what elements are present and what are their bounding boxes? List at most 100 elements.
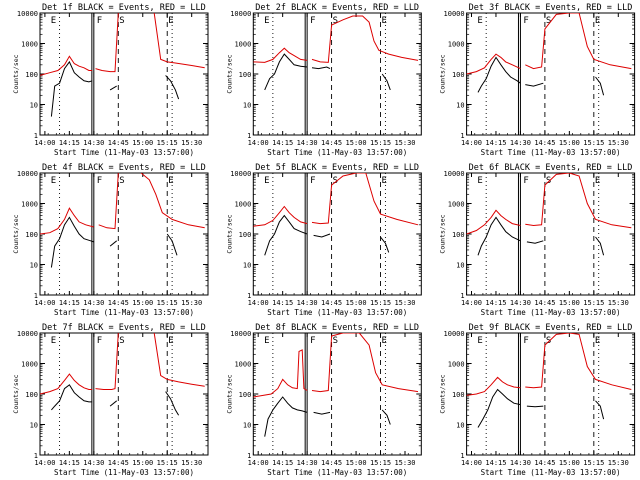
marker-letter: F (97, 336, 102, 346)
x-tick-label: 14:15 (59, 139, 80, 147)
marker-letter: E (382, 16, 387, 26)
y-tick-label: 1000 (448, 361, 465, 369)
x-tick-label: 14:15 (485, 299, 506, 307)
panel-title: Det 5f BLACK = Events, RED = LLD (255, 163, 419, 173)
series-line-lld (311, 15, 419, 63)
x-tick-label: 14:30 (297, 459, 318, 467)
x-tick-label: 15:15 (583, 139, 604, 147)
x-tick-label: 15:00 (559, 139, 580, 147)
x-tick-label: 14:30 (83, 139, 104, 147)
marker-letter: F (97, 176, 102, 186)
plot-frame (39, 332, 209, 456)
panel-det-4: Det 4f BLACK = Events, RED = LLD 1 10 100 10… (12, 163, 209, 317)
series-layer (466, 173, 632, 256)
panel-title: Det 7f BLACK = Events, RED = LLD (42, 323, 206, 333)
x-tick-label: 15:15 (157, 459, 178, 467)
marker-letter: E (477, 336, 482, 346)
y-tick-label: 10000 (444, 170, 465, 178)
panel-title: Det 2f BLACK = Events, RED = LLD (255, 3, 419, 13)
series-line-events (166, 233, 178, 256)
attenuator-markers (485, 173, 600, 295)
y-tick-label: 1 (247, 292, 251, 300)
marker-letter: E (168, 336, 173, 346)
panel-det-5: Det 5f BLACK = Events, RED = LLD 1 10 100 10… (225, 163, 422, 317)
series-line-lld (153, 333, 205, 387)
series-line-lld (95, 13, 119, 73)
marker-letter: F (310, 336, 315, 346)
panel-title: Det 6f BLACK = Events, RED = LLD (469, 163, 633, 173)
series-line-lld (253, 205, 308, 227)
series-line-lld (525, 333, 632, 390)
x-tick-label: 14:30 (83, 459, 104, 467)
marker-letter: S (119, 336, 124, 346)
x-tick-label: 14:30 (510, 139, 531, 147)
series-line-events (50, 60, 93, 117)
x-tick-label: 15:15 (157, 139, 178, 147)
series-line-lld (466, 53, 521, 75)
x-tick-label: 15:30 (608, 459, 629, 467)
series-layer (466, 13, 632, 96)
y-tick-label: 10 (30, 102, 38, 110)
x-tick-label: 14:15 (272, 459, 293, 467)
series-line-events (109, 240, 118, 247)
marker-letter: E (382, 336, 387, 346)
x-tick-label: 14:15 (272, 139, 293, 147)
series-line-events (526, 240, 544, 244)
x-tick-label: 15:15 (370, 299, 391, 307)
x-tick-label: 14:30 (83, 299, 104, 307)
series-line-lld (525, 13, 632, 70)
series-line-events (165, 391, 180, 416)
marker-letter: F (523, 176, 528, 186)
series-layer (40, 333, 205, 416)
marker-letter: E (595, 16, 600, 26)
series-line-events (109, 400, 118, 407)
attenuator-markers (59, 333, 173, 455)
series-line-lld (466, 209, 521, 235)
y-tick-label: 1 (34, 132, 38, 140)
panel-det-2: Det 2f BLACK = Events, RED = LLD 1 10 100 10… (225, 3, 422, 157)
x-tick-label: 14:00 (461, 139, 482, 147)
plot-frame (466, 172, 636, 296)
x-tick-label: 15:15 (157, 299, 178, 307)
marker-letter: E (51, 176, 56, 186)
x-tick-label: 14:30 (510, 299, 531, 307)
x-axis-label: Start Time (11-May-03 13:57:00) (54, 308, 194, 317)
y-tick-label: 10 (243, 262, 251, 270)
attenuator-markers (485, 333, 600, 455)
x-tick-label: 14:15 (485, 459, 506, 467)
y-tick-label: 10000 (444, 330, 465, 338)
y-tick-label: 1000 (21, 201, 38, 209)
x-axis-label: Start Time (11-May-03 13:57:00) (267, 148, 407, 157)
marker-letter: E (477, 16, 482, 26)
x-tick-label: 14:15 (272, 299, 293, 307)
x-tick-label: 15:15 (370, 139, 391, 147)
x-tick-label: 14:00 (461, 299, 482, 307)
y-tick-label: 100 (452, 71, 465, 79)
x-tick-label: 15:00 (559, 299, 580, 307)
marker-letter: F (310, 176, 315, 186)
series-line-lld (253, 349, 308, 398)
x-tick-label: 14:00 (34, 139, 55, 147)
plot-frame (466, 12, 636, 136)
series-line-events (526, 405, 544, 408)
marker-letter: E (51, 336, 56, 346)
plot-frame (252, 172, 422, 296)
panel-det-8: Det 8f BLACK = Events, RED = LLD 1 10 100 10… (225, 323, 422, 477)
x-tick-label: 14:45 (108, 459, 129, 467)
plot-frame (39, 172, 209, 296)
x-axis-label: Start Time (11-May-03 13:57:00) (481, 468, 621, 477)
series-line-events (595, 76, 605, 96)
x-tick-label: 14:00 (34, 459, 55, 467)
x-axis-label: Start Time (11-May-03 13:57:00) (54, 148, 194, 157)
panel-det-1: Det 1f BLACK = Events, RED = LLD 1 10 100 10… (12, 3, 209, 157)
series-line-lld (153, 13, 205, 69)
y-axis-label: Counts/sec (12, 54, 20, 93)
x-tick-label: 15:00 (132, 299, 153, 307)
panel-det-7: Det 7f BLACK = Events, RED = LLD 1 10 100 10… (12, 323, 209, 477)
y-tick-label: 10 (456, 102, 464, 110)
y-tick-label: 10000 (17, 330, 38, 338)
y-tick-label: 100 (452, 391, 465, 399)
y-tick-label: 10 (456, 262, 464, 270)
series-line-events (595, 236, 605, 256)
